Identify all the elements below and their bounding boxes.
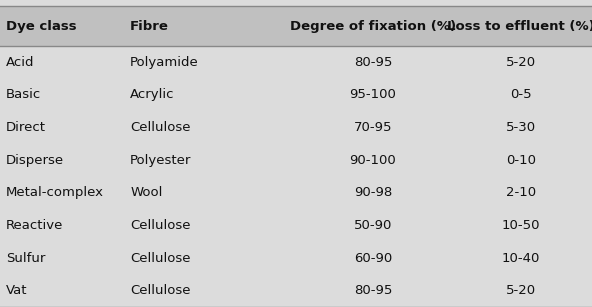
- Bar: [0, 6, 592, 46]
- Text: Sulfur: Sulfur: [6, 251, 46, 265]
- Text: Cellulose: Cellulose: [130, 251, 191, 265]
- Text: 5-20: 5-20: [506, 56, 536, 69]
- Text: Vat: Vat: [6, 284, 27, 297]
- Text: Fibre: Fibre: [130, 20, 169, 33]
- Text: 80-95: 80-95: [354, 56, 392, 69]
- Bar: [0, 144, 592, 177]
- Text: Polyamide: Polyamide: [130, 56, 199, 69]
- Text: Polyester: Polyester: [130, 154, 192, 167]
- Text: Disperse: Disperse: [6, 154, 64, 167]
- Text: 90-98: 90-98: [354, 186, 392, 199]
- Bar: [0, 111, 592, 144]
- Bar: [0, 79, 592, 111]
- Text: 95-100: 95-100: [349, 88, 397, 102]
- Text: 90-100: 90-100: [350, 154, 396, 167]
- Text: Degree of fixation (%): Degree of fixation (%): [290, 20, 456, 33]
- Text: 0-10: 0-10: [506, 154, 536, 167]
- Text: Cellulose: Cellulose: [130, 121, 191, 134]
- Text: 0-5: 0-5: [510, 88, 532, 102]
- Text: 50-90: 50-90: [354, 219, 392, 232]
- Text: Direct: Direct: [6, 121, 46, 134]
- Text: Loss to effluent (%): Loss to effluent (%): [447, 20, 592, 33]
- Text: Reactive: Reactive: [6, 219, 63, 232]
- Text: 2-10: 2-10: [506, 186, 536, 199]
- Bar: [0, 177, 592, 209]
- Text: 10-50: 10-50: [501, 219, 540, 232]
- Bar: [0, 209, 592, 242]
- Text: Wool: Wool: [130, 186, 163, 199]
- Text: 70-95: 70-95: [353, 121, 392, 134]
- Bar: [0, 274, 592, 307]
- Text: 60-90: 60-90: [354, 251, 392, 265]
- Text: Acid: Acid: [6, 56, 34, 69]
- Text: Cellulose: Cellulose: [130, 284, 191, 297]
- Text: 10-40: 10-40: [502, 251, 540, 265]
- Text: Cellulose: Cellulose: [130, 219, 191, 232]
- Text: Acrylic: Acrylic: [130, 88, 175, 102]
- Text: Basic: Basic: [6, 88, 41, 102]
- Text: 5-30: 5-30: [506, 121, 536, 134]
- Text: Dye class: Dye class: [6, 20, 76, 33]
- Text: 5-20: 5-20: [506, 284, 536, 297]
- Text: 80-95: 80-95: [354, 284, 392, 297]
- Text: Metal-complex: Metal-complex: [6, 186, 104, 199]
- Bar: [0, 242, 592, 274]
- Bar: [0, 46, 592, 79]
